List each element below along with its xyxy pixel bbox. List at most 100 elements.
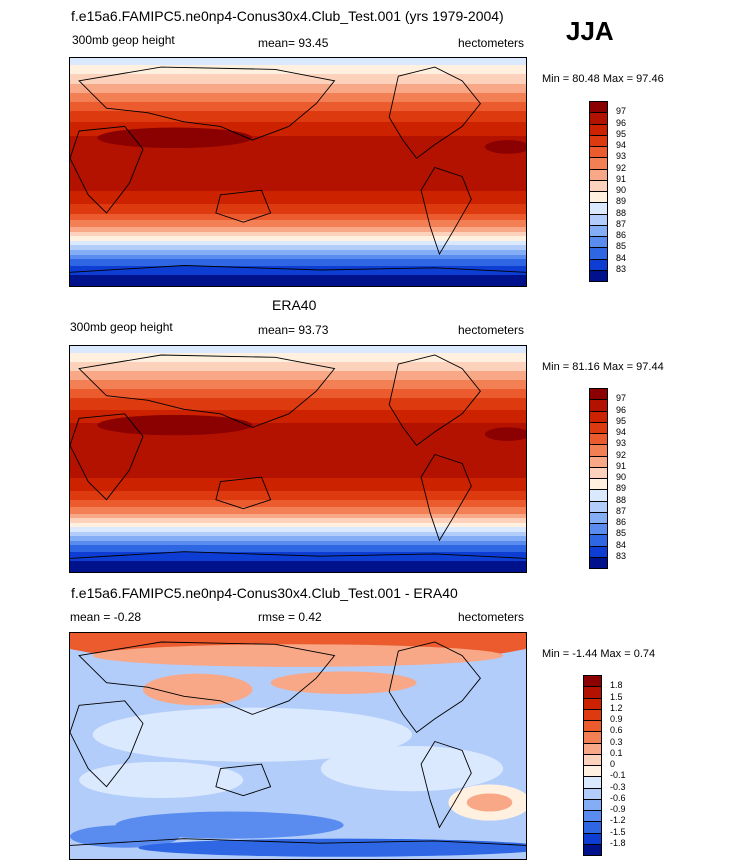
contour-band [70,371,526,381]
colorbar-tick-label: 92 [616,449,627,460]
contour-region [70,825,180,848]
contour-region [270,671,417,695]
contour-band [70,514,526,519]
colorbar-tick-label: 0.1 [610,747,623,758]
panel-2-mean-label: mean= 93.73 [258,323,329,337]
panel-2-title: ERA40 [272,297,317,313]
contour-band [70,58,526,66]
contour-region [320,746,504,792]
colorbar-tick-label: 85 [616,241,627,252]
panel-1-minmax: Min = 80.48 Max = 97.46 [542,73,664,85]
contour-band [70,204,526,215]
colorbar-tick-label: 93 [616,438,627,449]
contour-region [79,761,244,798]
coastline [420,740,472,829]
contour-band [70,398,526,411]
contour-band [70,93,526,103]
colorbar-tick-label: 88 [616,494,627,505]
colorbar-tick-label: -0.3 [610,781,626,792]
coastline [70,125,144,214]
colorbar-tick-label: 91 [616,460,627,471]
contour-band [70,389,526,399]
colorbar-tick-label: 1.2 [610,702,623,713]
panel-3-colorbar: 1.8 1.5 1.2 0.9 0.6 0.3 0.1 0 -0.1 -0.3 -0.6 -0.9 -1… [583,675,643,857]
contour-band [70,255,526,260]
contour-band [70,507,526,515]
coastline [388,354,481,447]
coastline [215,763,272,797]
colorbar-tick-label: 95 [616,128,627,139]
panel-1-mean-label: mean= 93.45 [258,36,329,50]
contour-region [92,707,412,762]
contour-band [70,227,526,233]
colorbar-swatch [589,556,608,569]
contour-band [70,241,526,246]
contour-band [70,532,526,537]
colorbar-tick-label: -1.2 [610,815,626,826]
colorbar-tick-label: 91 [616,173,627,184]
contour-band [70,561,526,572]
contour-band [70,500,526,508]
season-label: JJA [566,16,614,46]
coastline [420,453,472,542]
colorbar-tick-label: 83 [616,550,627,561]
contour-band [70,478,526,492]
contour-band [70,191,526,205]
contour-band [70,214,526,221]
contour-band [70,111,526,123]
colorbar-tick-label: 85 [616,528,627,539]
colorbar-tick-label: 0.9 [610,714,623,724]
contour-region [466,793,513,812]
colorbar-tick-label: 90 [616,472,627,482]
panel-3-map [69,632,527,860]
contour-band [70,380,526,390]
colorbar-tick-label: 96 [616,404,627,415]
colorbar-tick-label: 0.3 [610,736,623,747]
colorbar-tick-label: -0.1 [610,770,626,781]
contour-band [70,541,526,546]
contour-band [70,545,526,553]
contour-band [70,220,526,228]
colorbar-tick-label: 88 [616,207,627,218]
contour-band [70,527,526,533]
coastline [215,476,272,510]
panel-2-colorbar: 97 96 95 94 93 92 91 90 89 88 87 86 85 84 83 [589,388,649,570]
colorbar-tick-label: 96 [616,117,627,128]
contour-band [70,259,526,267]
contour-band [70,346,526,354]
contour-band [70,236,526,242]
colorbar-tick-label: 94 [616,140,627,150]
coastline [70,551,526,559]
coastline [78,641,336,715]
contour-maximum [97,127,253,149]
colorbar-tick-label: 0.6 [610,725,623,736]
panel-3-rmse-label: rmse = 0.42 [258,610,322,624]
colorbar-tick-label: 83 [616,263,627,274]
coastline [70,265,526,273]
contour-maximum [484,427,526,441]
panel-2-variable-label: 300mb geop height [70,320,173,334]
panel-2-units-label: hectometers [458,323,525,337]
panel-3-minmax: Min = -1.44 Max = 0.74 [542,648,656,660]
coastline [70,413,144,501]
panel-1-variable-label: 300mb geop height [72,33,175,47]
panel-2-map [69,345,527,573]
contour-region [142,673,253,706]
contour-band [70,102,526,112]
contour-region [138,838,526,857]
colorbar-tick-label: 89 [616,196,627,207]
panel-1-units-label: hectometers [458,36,525,50]
panel-3-title: f.e15a6.FAMIPC5.ne0np4-Conus30x4.Club_Te… [71,585,458,601]
colorbar-tick-label: -0.9 [610,804,626,814]
contour-band [70,232,526,237]
contour-band [70,266,526,276]
coastline [70,838,526,846]
panel-3-units-label: hectometers [458,610,525,624]
colorbar-tick-label: -1.8 [610,837,626,848]
contour-band [70,523,526,528]
panel-1-title: f.e15a6.FAMIPC5.ne0np4-Conus30x4.Club_Te… [71,8,504,24]
colorbar-tick-label: 87 [616,218,627,229]
colorbar-swatch [583,843,602,856]
contour-band [70,74,526,85]
coastline [388,66,481,159]
